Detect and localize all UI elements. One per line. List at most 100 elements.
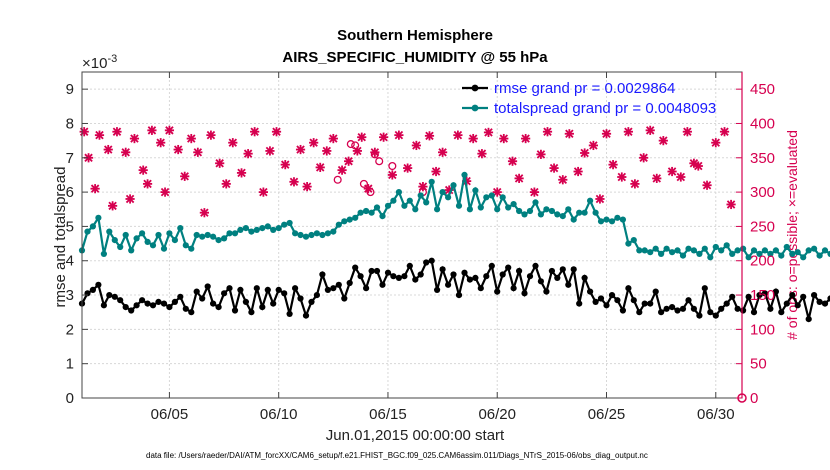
y-axis-exponent-power: -3 xyxy=(107,53,117,65)
totalspread-point xyxy=(319,231,326,239)
totalspread-point xyxy=(199,233,206,240)
y-tick-label: 2 xyxy=(66,321,74,338)
rmse-point xyxy=(221,290,228,297)
obs-evaluated-marker xyxy=(265,146,275,156)
totalspread-point xyxy=(734,247,741,254)
obs-evaluated-marker xyxy=(309,138,319,148)
totalspread-point xyxy=(434,206,441,213)
y-tick-label: 0 xyxy=(66,390,74,407)
rmse-point xyxy=(188,309,195,316)
rmse-point xyxy=(270,300,277,307)
rmse-point xyxy=(690,305,698,312)
rmse-point xyxy=(821,300,829,307)
obs-evaluated-marker xyxy=(328,133,338,144)
obs-evaluated-marker xyxy=(302,182,312,192)
totalspread-point xyxy=(122,231,129,239)
x-axis-label: Jun.01,2015 00:00:00 start xyxy=(326,427,505,444)
totalspread-point xyxy=(641,247,648,254)
totalspread-point xyxy=(516,207,523,215)
rmse-point xyxy=(811,292,818,299)
obs-evaluated-marker xyxy=(558,175,568,185)
rmse-point xyxy=(149,302,157,309)
rmse-point xyxy=(423,259,430,266)
obs-evaluated-marker xyxy=(138,165,148,175)
totalspread-point xyxy=(242,225,249,232)
totalspread-point xyxy=(133,235,140,242)
totalspread-point xyxy=(499,194,506,201)
totalspread-point xyxy=(488,192,495,199)
obs-evaluated-marker xyxy=(492,187,502,197)
totalspread-point xyxy=(576,209,583,216)
rmse-point xyxy=(516,267,523,275)
totalspread-point xyxy=(226,230,233,237)
totalspread-point xyxy=(745,254,752,261)
rmse-point xyxy=(166,304,173,311)
rmse-point xyxy=(89,286,96,293)
obs-evaluated-marker xyxy=(199,208,209,218)
rmse-point xyxy=(412,276,419,283)
totalspread-point xyxy=(696,250,703,257)
obs-evaluated-marker xyxy=(125,194,135,204)
rmse-point xyxy=(707,309,714,316)
obs-evaluated-marker xyxy=(394,130,404,140)
rmse-point xyxy=(783,300,790,307)
y2-tick-label: 100 xyxy=(750,321,775,338)
totalspread-point xyxy=(570,216,577,223)
obs-evaluated-marker xyxy=(344,156,354,166)
totalspread-point xyxy=(357,209,364,216)
rmse-point xyxy=(701,285,708,292)
rmse-point xyxy=(619,307,627,314)
obs-evaluated-marker xyxy=(431,166,441,177)
legend: rmse grand pr = 0.0029864 totalspread gra… xyxy=(462,80,716,117)
totalspread-point xyxy=(658,250,665,257)
rmse-point xyxy=(652,288,659,295)
rmse-point xyxy=(756,292,763,299)
rmse-point xyxy=(242,298,249,305)
totalspread-point xyxy=(445,194,452,201)
rmse-point xyxy=(630,297,637,304)
totalspread-point xyxy=(718,247,725,254)
rmse-point xyxy=(663,305,670,312)
totalspread-point xyxy=(231,230,239,237)
rmse-point xyxy=(204,283,211,290)
obs-possible-marker xyxy=(370,150,379,159)
rmse-point xyxy=(417,271,424,278)
totalspread-point xyxy=(215,237,222,244)
totalspread-point xyxy=(166,230,173,237)
y-tick-label: 5 xyxy=(66,218,74,235)
obs-evaluated-marker xyxy=(337,165,347,175)
obs-evaluated-marker xyxy=(243,149,253,159)
totalspread-point xyxy=(707,254,714,261)
obs-evaluated-marker xyxy=(378,132,389,142)
obs-evaluated-marker xyxy=(206,130,216,140)
rmse-point xyxy=(570,266,577,273)
y-tick-label: 4 xyxy=(66,253,74,270)
totalspread-point xyxy=(270,226,277,233)
totalspread-point xyxy=(171,237,178,244)
totalspread-point xyxy=(308,231,315,239)
totalspread-point xyxy=(472,187,479,194)
obs-evaluated-marker xyxy=(90,184,100,194)
x-tick-label: 06/05 xyxy=(151,406,189,423)
totalspread-point xyxy=(439,189,446,196)
totalspread-point xyxy=(111,237,118,244)
totalspread-point xyxy=(537,211,545,218)
obs-evaluated-marker xyxy=(121,147,131,157)
totalspread-point xyxy=(302,233,310,240)
totalspread-point xyxy=(292,230,299,237)
obs-evaluated-marker xyxy=(424,131,435,141)
obs-evaluated-marker xyxy=(160,187,170,197)
rmse-point xyxy=(597,295,605,302)
totalspread-point xyxy=(581,209,588,216)
totalspread-point xyxy=(587,197,594,204)
rmse-point xyxy=(587,288,594,295)
obs-evaluated-marker xyxy=(529,187,539,197)
obs-evaluated-marker xyxy=(236,168,247,178)
obs-possible-marker xyxy=(375,157,384,166)
obs-evaluated-marker xyxy=(180,171,190,181)
rmse-point xyxy=(215,304,222,311)
obs-evaluated-marker xyxy=(595,194,605,204)
obs-evaluated-marker xyxy=(193,147,203,157)
rmse-point xyxy=(248,309,255,316)
